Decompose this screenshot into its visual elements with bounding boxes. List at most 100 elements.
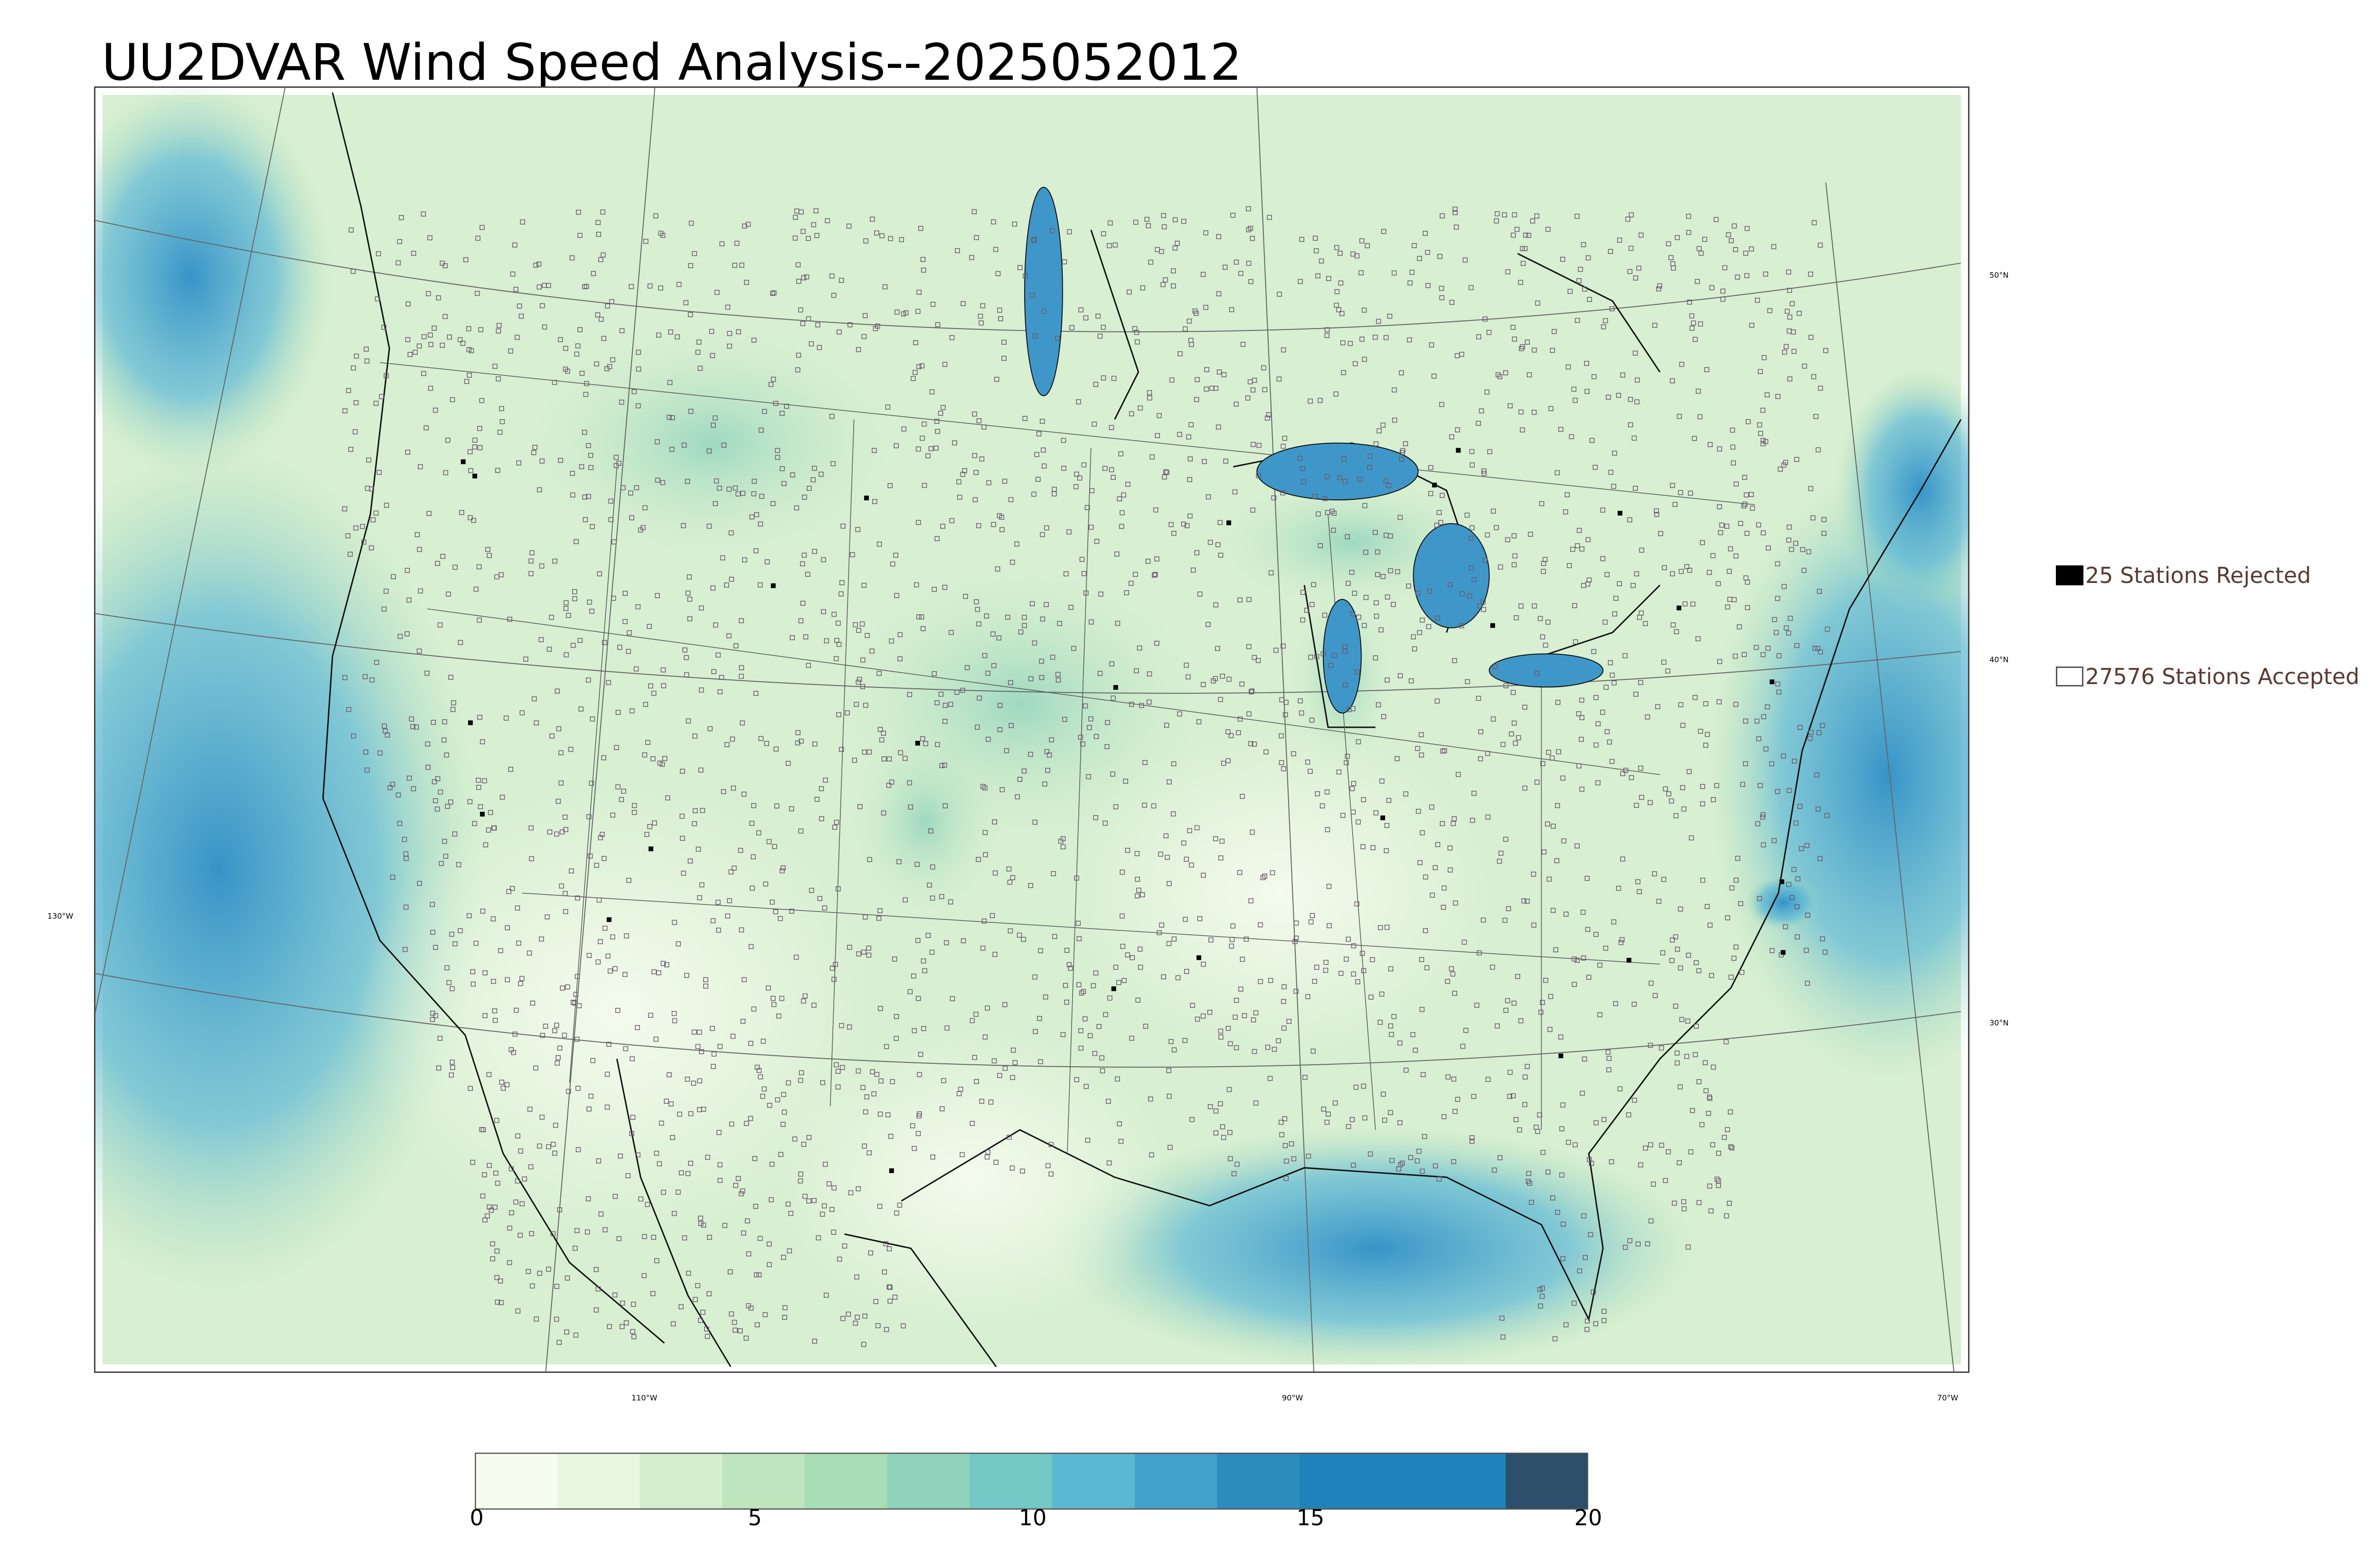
accepted-station-marker: [563, 891, 568, 896]
accepted-station-marker: [1686, 214, 1691, 219]
gulf-wind-region: [1053, 1125, 1698, 1371]
accepted-station-marker: [727, 1269, 733, 1275]
accepted-station-marker: [670, 1135, 675, 1140]
accepted-station-marker: [600, 209, 605, 215]
accepted-station-marker: [1164, 723, 1169, 728]
accepted-station-marker: [1220, 1124, 1225, 1129]
accepted-station-marker: [1038, 1059, 1043, 1064]
accepted-station-marker: [1061, 466, 1066, 471]
accepted-station-marker: [1608, 249, 1613, 254]
accepted-station-marker: [1696, 1079, 1702, 1084]
accepted-station-marker: [752, 1156, 758, 1161]
accepted-station-marker: [1248, 898, 1253, 903]
accepted-station-marker: [1500, 742, 1506, 747]
accepted-station-marker: [870, 216, 875, 222]
accepted-station-marker: [578, 706, 584, 712]
accepted-station-marker: [806, 235, 811, 241]
accepted-station-marker: [1160, 282, 1166, 287]
accepted-station-marker: [1078, 307, 1083, 313]
accepted-station-marker: [629, 1131, 634, 1136]
accepted-station-marker: [707, 524, 712, 529]
accepted-station-marker: [499, 1300, 504, 1305]
accepted-station-marker: [1420, 1168, 1425, 1174]
accepted-station-marker: [342, 675, 348, 680]
accepted-station-marker: [490, 916, 496, 921]
map-canvas: [95, 88, 1968, 1371]
accepted-station-marker: [1603, 318, 1608, 323]
accepted-station-marker: [1408, 678, 1414, 684]
accepted-station-marker: [1412, 646, 1417, 652]
accepted-station-marker: [1534, 1125, 1539, 1130]
accepted-station-marker: [1420, 618, 1425, 623]
accepted-station-marker: [802, 993, 808, 999]
accepted-station-marker: [985, 1005, 990, 1011]
accepted-station-marker: [973, 470, 979, 475]
accepted-station-marker: [1324, 789, 1330, 795]
accepted-station-marker: [1397, 515, 1403, 520]
accepted-station-marker: [1385, 925, 1390, 930]
accepted-station-marker: [598, 939, 603, 944]
accepted-station-marker: [1373, 334, 1378, 340]
accepted-station-marker: [1380, 423, 1386, 428]
accepted-station-marker: [687, 596, 693, 602]
accepted-station-marker: [522, 1176, 527, 1182]
accepted-station-marker: [1102, 466, 1108, 471]
accepted-station-marker: [437, 1035, 443, 1041]
accepted-station-marker: [1638, 1162, 1643, 1168]
accepted-station-marker: [1546, 876, 1552, 882]
accepted-station-marker: [707, 1235, 712, 1240]
accepted-station-marker: [597, 571, 603, 577]
accepted-station-marker: [1234, 402, 1239, 407]
accepted-station-marker: [485, 547, 490, 552]
accepted-station-marker: [1354, 901, 1359, 907]
accepted-station-marker: [1775, 561, 1780, 566]
accepted-station-marker: [733, 1327, 738, 1333]
accepted-station-marker: [1206, 622, 1211, 627]
accepted-station-marker: [1052, 491, 1057, 497]
accepted-station-marker: [665, 795, 670, 801]
accepted-station-marker: [773, 746, 779, 752]
accepted-station-marker: [890, 1079, 895, 1084]
accepted-station-marker: [1434, 523, 1440, 528]
accepted-station-marker: [1733, 481, 1739, 487]
accepted-station-marker: [1724, 1127, 1730, 1132]
accepted-station-marker: [1002, 479, 1008, 484]
accepted-station-marker: [1008, 680, 1013, 685]
accepted-station-marker: [1118, 1138, 1124, 1144]
accepted-station-marker: [826, 1181, 832, 1187]
accepted-station-marker: [1305, 760, 1310, 765]
accepted-station-marker: [1197, 916, 1203, 921]
accepted-station-marker: [1804, 843, 1809, 848]
accepted-station-marker: [1319, 803, 1325, 808]
accepted-station-marker: [685, 1171, 691, 1176]
accepted-station-marker: [1155, 433, 1160, 438]
accepted-station-marker: [396, 260, 401, 266]
accepted-station-marker: [428, 342, 433, 347]
colorbar-band: [557, 1453, 641, 1510]
accepted-station-marker: [1470, 525, 1475, 531]
accepted-station-marker: [437, 622, 443, 628]
accepted-station-marker: [1678, 702, 1684, 707]
accepted-station-marker: [874, 1071, 880, 1077]
accepted-station-marker: [877, 1203, 883, 1209]
accepted-station-marker: [1213, 836, 1218, 842]
accepted-station-marker: [1089, 619, 1094, 625]
accepted-station-marker: [1105, 720, 1110, 725]
lat-label-40n: 40°N: [1989, 655, 2009, 664]
accepted-station-marker: [1120, 944, 1126, 949]
accepted-station-marker: [803, 634, 809, 639]
accepted-station-marker: [1083, 703, 1088, 709]
accepted-station-marker: [1606, 1067, 1611, 1072]
accepted-station-marker: [1389, 1158, 1394, 1164]
accepted-station-marker: [816, 1235, 821, 1240]
accepted-station-marker: [626, 878, 631, 883]
accepted-station-marker: [479, 1127, 484, 1132]
accepted-station-marker: [1064, 948, 1070, 953]
accepted-station-marker: [615, 784, 621, 789]
accepted-station-marker: [1476, 334, 1481, 339]
accepted-station-marker: [701, 1222, 707, 1228]
accepted-station-marker: [1158, 851, 1163, 857]
accepted-station-marker: [1225, 729, 1231, 734]
accepted-station-marker: [888, 236, 893, 241]
accepted-station-marker: [1791, 348, 1797, 354]
